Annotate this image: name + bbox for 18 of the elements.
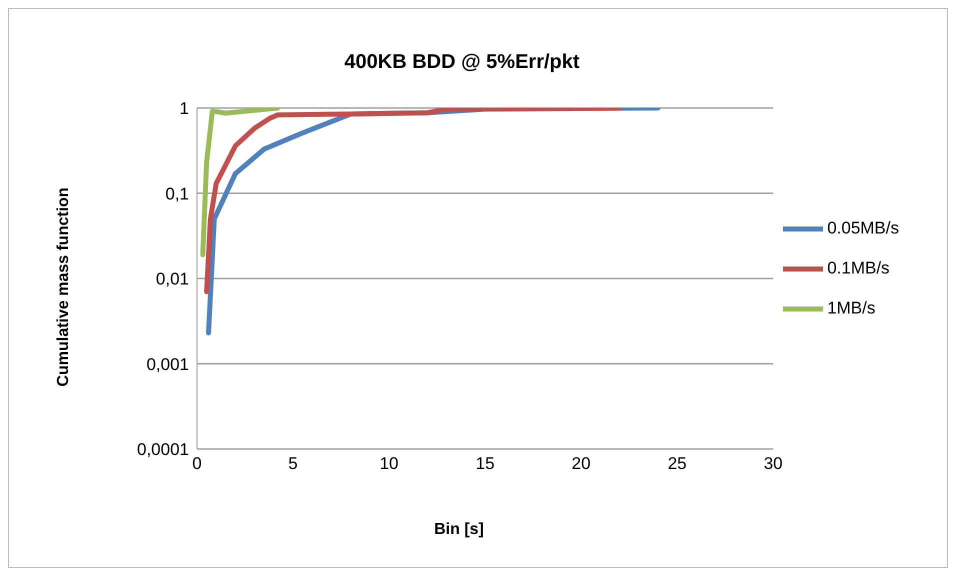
legend-label: 1MB/s (827, 298, 876, 318)
x-tick-label: 20 (572, 454, 591, 474)
y-tick-label: 0,0001 (137, 440, 189, 460)
x-tick-label: 25 (668, 454, 687, 474)
x-tick-label: 0 (192, 454, 202, 474)
y-axis-title: Cumulative mass function (55, 187, 73, 387)
x-tick-label: 10 (380, 454, 399, 474)
x-axis-title: Bin [s] (433, 521, 485, 539)
legend-label: 0.1MB/s (827, 258, 890, 278)
x-tick-label: 5 (288, 454, 298, 474)
x-tick-label: 30 (764, 454, 783, 474)
x-tick-label: 15 (476, 454, 495, 474)
y-tick-label: 1 (180, 99, 189, 118)
chart-title: 400KB BDD @ 5%Err/pkt (343, 51, 581, 74)
y-tick-label: 0,01 (156, 270, 189, 289)
y-tick-label: 0,1 (165, 184, 189, 204)
y-tick-label: 0,001 (146, 354, 189, 374)
legend-label: 0.05MB/s (827, 218, 899, 238)
